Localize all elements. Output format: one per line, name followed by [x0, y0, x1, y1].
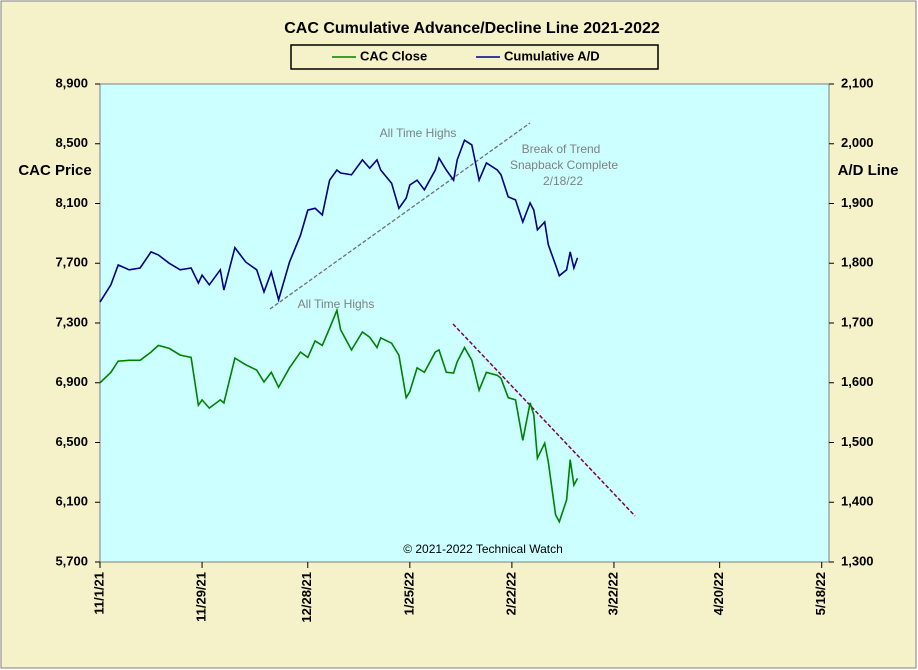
x-tick-label: 12/28/21 — [299, 572, 314, 623]
legend-label: CAC Close — [360, 48, 427, 63]
copyright: © 2021-2022 Technical Watch — [403, 542, 563, 556]
y-tick-label: 6,100 — [55, 494, 88, 509]
y2-tick-label: 1,800 — [841, 255, 874, 270]
y2-tick-label: 1,900 — [841, 195, 874, 210]
annotation: Snapback Complete — [510, 158, 618, 172]
annotation: Break of Trend — [522, 142, 601, 156]
x-tick-label: 4/20/22 — [711, 572, 726, 615]
x-tick-label: 3/22/22 — [605, 572, 620, 615]
y2-tick-label: 1,700 — [841, 314, 874, 329]
y2-tick-label: 1,300 — [841, 553, 874, 568]
series-line — [99, 307, 579, 524]
series-line — [99, 138, 579, 303]
annotation: 2/18/22 — [543, 174, 583, 188]
y2-tick-label: 1,400 — [841, 494, 874, 509]
plot-area — [99, 83, 830, 563]
y2-tick-label: 2,000 — [841, 135, 874, 150]
y-tick-label: 8,900 — [55, 75, 88, 90]
trend-line — [269, 122, 531, 310]
y2-tick-label: 1,600 — [841, 374, 874, 389]
y-tick-label: 6,900 — [55, 374, 88, 389]
annotation: All Time Highs — [298, 297, 375, 311]
x-tick-label: 11/29/21 — [193, 572, 208, 622]
chart-title: CAC Cumulative Advance/Decline Line 2021… — [284, 20, 660, 37]
y-tick-label: 7,300 — [55, 314, 88, 329]
y2-tick-label: 2,100 — [841, 75, 874, 90]
x-tick-label: 11/1/21 — [91, 572, 106, 615]
y-tick-label: 8,100 — [55, 195, 88, 210]
y2-tick-label: 1,500 — [841, 434, 874, 449]
y2-axis-label: A/D Line — [838, 162, 899, 179]
y-tick-label: 5,700 — [55, 553, 88, 568]
trend-line — [452, 323, 636, 517]
x-tick-label: 1/25/22 — [401, 572, 416, 615]
y-axis-label: CAC Price — [18, 162, 91, 179]
legend-label: Cumulative A/D — [504, 48, 600, 63]
y-tick-label: 6,500 — [55, 434, 88, 449]
x-tick-label: 5/18/22 — [813, 572, 828, 615]
y-tick-label: 7,700 — [55, 255, 88, 270]
y-tick-label: 8,500 — [55, 135, 88, 150]
x-tick-label: 2/22/22 — [503, 572, 518, 615]
annotation: All Time Highs — [380, 126, 457, 140]
